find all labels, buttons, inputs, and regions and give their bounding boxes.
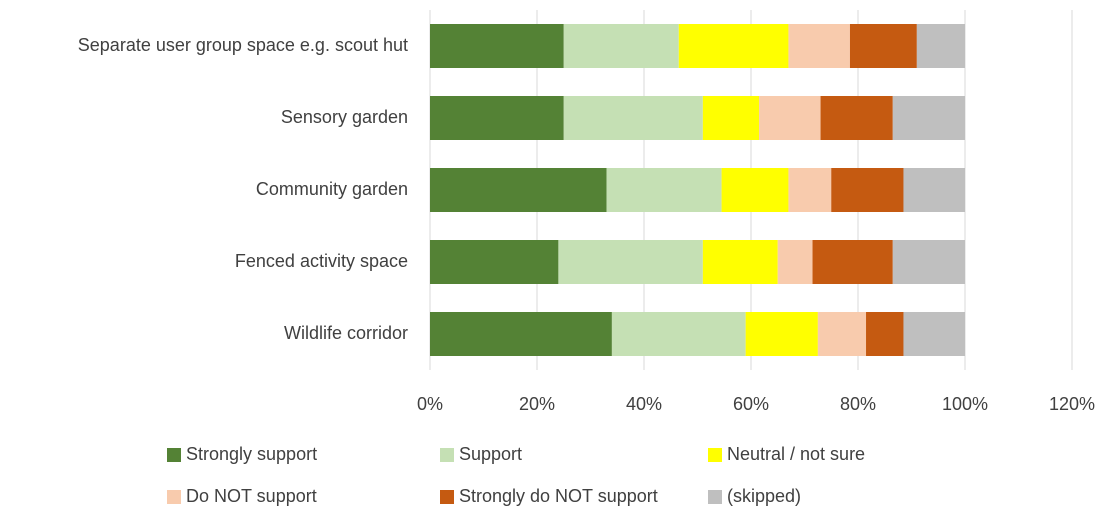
legend-swatch	[167, 490, 181, 504]
x-tick-label: 80%	[840, 394, 876, 414]
bar-segment	[678, 24, 789, 68]
x-tick-label: 120%	[1049, 394, 1095, 414]
bar-segment	[721, 168, 789, 212]
legend-swatch	[708, 490, 722, 504]
x-tick-label: 60%	[733, 394, 769, 414]
legend-label: (skipped)	[727, 486, 801, 506]
bar-segment	[430, 24, 564, 68]
bar-segment	[563, 96, 703, 140]
legend-label: Do NOT support	[186, 486, 317, 506]
bar-segment	[702, 96, 760, 140]
bar-segment	[849, 24, 917, 68]
x-tick-label: 0%	[417, 394, 443, 414]
legend-swatch	[440, 490, 454, 504]
legend-label: Support	[459, 444, 522, 464]
legend-swatch	[167, 448, 181, 462]
x-tick-label: 40%	[626, 394, 662, 414]
bar-segment	[606, 168, 722, 212]
legend-label: Neutral / not sure	[727, 444, 865, 464]
bar-segment	[820, 96, 893, 140]
bar-segment	[831, 168, 904, 212]
legend-label: Strongly support	[186, 444, 317, 464]
bar-segment	[817, 312, 867, 356]
bar-segment	[430, 96, 564, 140]
bar-segment	[892, 240, 965, 284]
bar-segment	[788, 24, 850, 68]
bar-segment	[903, 168, 965, 212]
bar-segment	[558, 240, 703, 284]
legend-swatch	[440, 448, 454, 462]
bar-segment	[430, 168, 607, 212]
y-tick-label: Fenced activity space	[235, 251, 408, 271]
x-tick-label: 20%	[519, 394, 555, 414]
y-tick-label: Sensory garden	[281, 107, 408, 127]
y-tick-label: Separate user group space e.g. scout hut	[78, 35, 408, 55]
bar-segment	[759, 96, 821, 140]
bar-segment	[611, 312, 746, 356]
bar-segment	[866, 312, 904, 356]
bar-segment	[812, 240, 893, 284]
bar-segment	[777, 240, 813, 284]
x-tick-label: 100%	[942, 394, 988, 414]
bar-segment	[903, 312, 965, 356]
bar-segment	[788, 168, 832, 212]
bar-segment	[702, 240, 778, 284]
bar-segment	[892, 96, 965, 140]
bar-segment	[745, 312, 818, 356]
bar-segment	[563, 24, 679, 68]
bar-segment	[430, 312, 612, 356]
bar-segment	[430, 240, 559, 284]
bar-segment	[916, 24, 965, 68]
legend-swatch	[708, 448, 722, 462]
legend-label: Strongly do NOT support	[459, 486, 658, 506]
y-tick-label: Wildlife corridor	[284, 323, 408, 343]
y-tick-label: Community garden	[256, 179, 408, 199]
